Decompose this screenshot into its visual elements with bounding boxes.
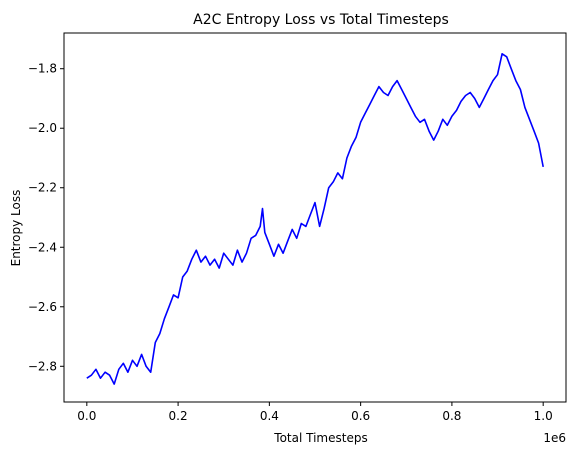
x-axis: 0.0 0.2 0.4 0.6 0.8 1.0 (77, 402, 553, 423)
y-axis: −2.8 −2.6 −2.4 −2.2 −2.0 −1.8 (28, 62, 64, 373)
y-tick-label: −2.0 (28, 121, 57, 135)
x-tick-label: 0.2 (169, 409, 188, 423)
x-tick-label: 0.6 (351, 409, 370, 423)
x-tick-label: 0.4 (260, 409, 279, 423)
x-tick-label: 1.0 (534, 409, 553, 423)
y-tick-label: −2.8 (28, 359, 57, 373)
x-offset-label: 1e6 (543, 431, 566, 445)
y-tick-label: −2.2 (28, 181, 57, 195)
y-axis-label: Entropy Loss (9, 190, 23, 267)
y-tick-label: −2.6 (28, 300, 57, 314)
x-tick-label: 0.0 (77, 409, 96, 423)
chart-title: A2C Entropy Loss vs Total Timesteps (193, 12, 449, 28)
x-axis-label: Total Timesteps (273, 431, 367, 445)
y-tick-label: −2.4 (28, 240, 57, 254)
axes-frame (63, 32, 567, 403)
y-tick-label: −1.8 (28, 62, 57, 76)
x-tick-label: 0.8 (442, 409, 461, 423)
series-line (86, 52, 544, 385)
